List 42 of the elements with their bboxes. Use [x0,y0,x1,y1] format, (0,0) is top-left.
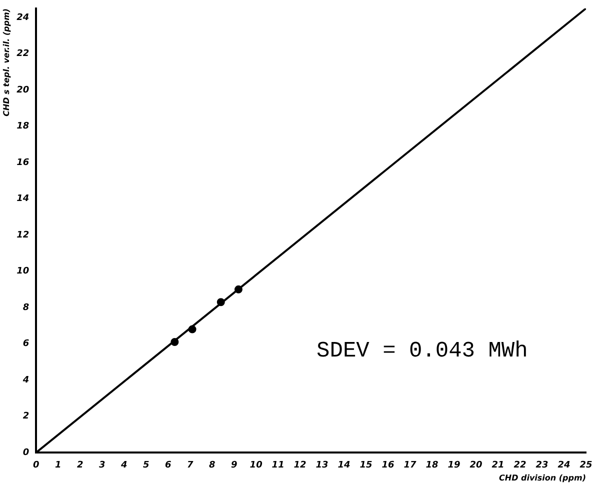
y-tick-label: 10 [16,266,30,277]
x-tick-label: 7 [186,460,194,470]
x-tick-label: 14 [338,460,350,470]
y-tick-label: 22 [16,49,30,60]
y-tick-label: 0 [22,448,30,458]
x-tick-label: 12 [294,460,306,470]
y-tick-label: 2 [22,412,30,422]
x-tick-label: 13 [316,460,328,470]
x-tick-label: 8 [208,460,216,470]
x-tick-label: 19 [448,460,460,470]
x-tick-label: 3 [98,460,106,470]
y-tick-label: 24 [16,12,30,23]
y-tick-label: 14 [16,194,30,204]
x-tick-label: 0 [32,460,40,470]
x-axis-title: CHD division (ppm) [499,473,586,482]
x-tick-label: 24 [558,460,570,470]
x-tick-label: 11 [272,460,284,470]
x-tick-label: 2 [76,460,84,470]
x-tick-label: 20 [470,460,482,470]
y-tick-label: 20 [16,85,30,96]
y-tick-label: 16 [16,158,30,168]
x-tick-label: 5 [142,460,150,470]
y-tick-label: 4 [22,375,30,386]
x-tick-label: 16 [382,460,394,470]
x-tick-label: 4 [120,460,128,470]
x-tick-label: 22 [514,460,526,470]
annotation: SDEV = 0.043 MWh [316,338,528,364]
x-tick-label: 6 [164,460,172,470]
x-tick-label: 1 [54,460,62,470]
y-tick-label: 6 [22,339,30,350]
x-tick-label: 10 [250,460,262,470]
x-tick-label: 25 [580,460,592,470]
y-tick-label: 12 [16,230,30,240]
x-tick-label: 9 [230,460,238,470]
x-tick-label: 18 [426,460,438,470]
y-tick-label: 8 [22,302,30,313]
x-tick-label: 15 [360,460,372,470]
x-tick-label: 21 [492,460,504,470]
y-axis-title: CHD s tepl. ver.il. (ppm) [2,8,11,116]
y-tick-label: 18 [16,122,30,132]
x-tick-label: 17 [404,460,418,470]
x-tick-label: 23 [536,460,548,470]
